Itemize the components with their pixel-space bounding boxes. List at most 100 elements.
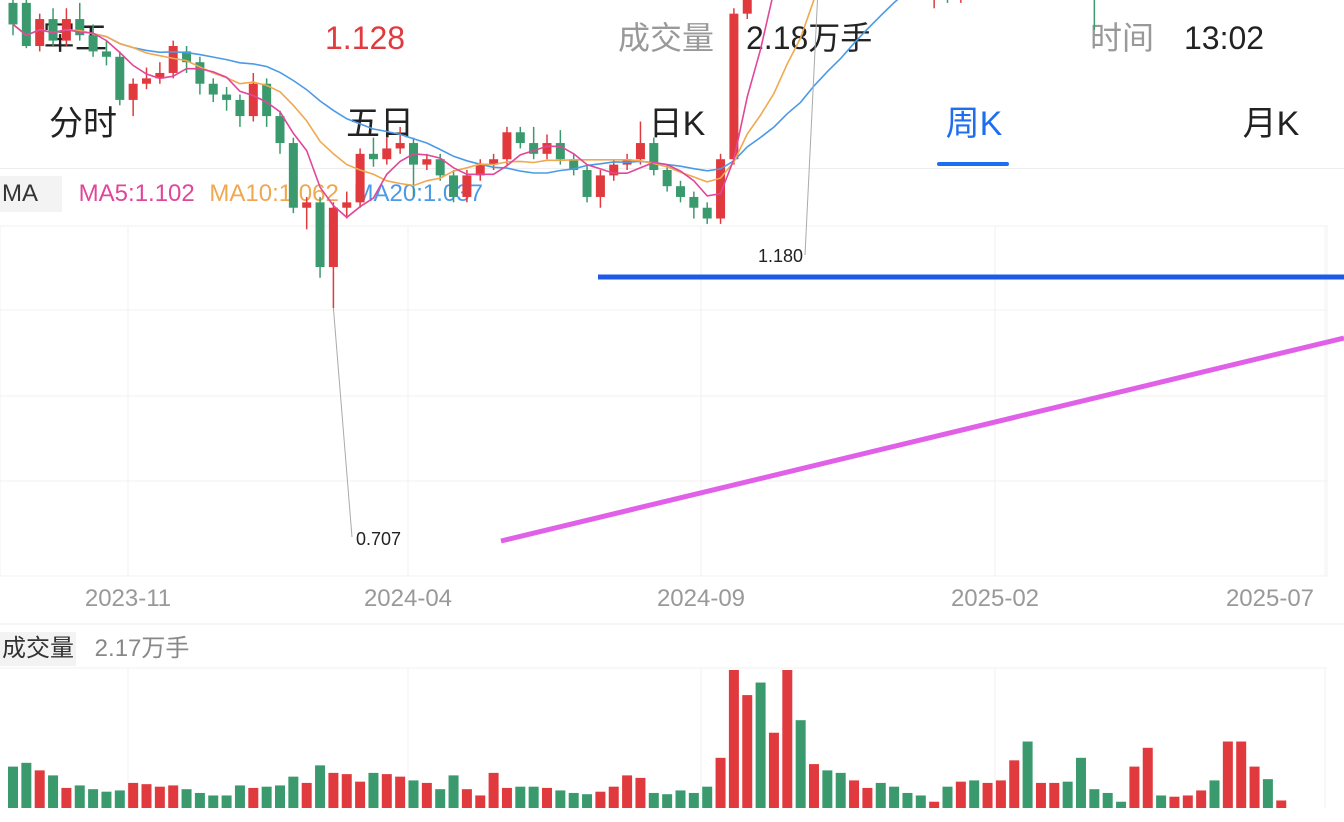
- candle-body: [676, 186, 685, 197]
- tab-intraday[interactable]: 分时: [49, 105, 117, 143]
- volume-bar: [8, 766, 18, 808]
- volume-bar: [1062, 781, 1073, 808]
- volume-bar: [929, 801, 940, 808]
- volume-bar: [809, 764, 819, 808]
- candle-body: [489, 159, 499, 165]
- volume-value: 2.18万手: [746, 20, 873, 56]
- candle-body: [716, 159, 726, 219]
- candle-body: [422, 159, 432, 165]
- volume-bar: [408, 780, 419, 808]
- volume-bar: [181, 789, 192, 808]
- candle-body: [75, 19, 85, 36]
- volume-bar: [942, 786, 953, 808]
- volume-bar: [501, 787, 512, 808]
- price-panel-frame: [0, 225, 1328, 577]
- volume-bar: [902, 792, 913, 808]
- volume-bar: [21, 762, 32, 808]
- volume-bar: [1116, 801, 1127, 808]
- candle-body: [555, 143, 565, 160]
- candle-body: [395, 143, 405, 149]
- chart-labels: 2023-11 2024-04 2024-09 2025-02 2025-07 1.180…: [85, 0, 1314, 612]
- candle-body: [315, 202, 325, 268]
- volume-bar: [368, 772, 379, 808]
- volume-bar: [595, 791, 606, 808]
- volume-bar: [114, 790, 125, 808]
- candle-body: [649, 143, 659, 171]
- volume-bar: [1022, 741, 1033, 808]
- volume-bar: [208, 795, 219, 808]
- candle-body: [742, 0, 752, 14]
- candle-body: [689, 196, 699, 208]
- candle-body: [475, 164, 485, 176]
- candle-body: [462, 175, 472, 197]
- volume-bar: [702, 786, 713, 808]
- volume-bar: [221, 795, 232, 808]
- volume-bar: [648, 792, 659, 808]
- x-tick-label: 2024-04: [364, 585, 452, 612]
- volume-bar: [889, 786, 900, 808]
- volume-bar: [915, 795, 926, 808]
- volume-bar: [1009, 760, 1020, 808]
- candle-body: [21, 2, 31, 47]
- candle-body: [502, 132, 512, 160]
- volume-bar: [1076, 757, 1086, 808]
- tab-five-day[interactable]: 五日: [346, 105, 414, 143]
- volume-bar: [728, 670, 739, 808]
- volume-bar: [435, 789, 446, 808]
- candle-body: [101, 51, 111, 57]
- candle-body: [435, 159, 445, 176]
- volume-bar: [1222, 741, 1233, 808]
- ma5-value: MA5:1.102: [78, 180, 195, 207]
- candle-body: [115, 56, 125, 100]
- volume-bar: [675, 790, 686, 808]
- volume-bar: [969, 780, 980, 808]
- volume-bar: [341, 774, 352, 808]
- volume-bar: [1049, 782, 1060, 808]
- candle-body: [182, 51, 192, 63]
- volume-bar: [635, 777, 646, 808]
- chart-grid: [0, 225, 1344, 808]
- low-leader-line: [332, 307, 353, 538]
- volume-bar: [1035, 782, 1046, 808]
- volume-bar: [515, 786, 526, 808]
- volume-bar: [34, 770, 45, 808]
- candle-body: [609, 164, 619, 176]
- high-leader-line: [804, 0, 818, 256]
- volume-bar: [1276, 800, 1287, 808]
- tab-weekly-k[interactable]: 周K: [945, 105, 1003, 143]
- volume-bars: [8, 670, 1287, 808]
- tab-monthly-k[interactable]: 月K: [1242, 105, 1300, 143]
- quote-header: 军工 1.128 成交量 2.18万手 时间 13:02: [0, 0, 1344, 78]
- volume-bar: [168, 785, 179, 808]
- candle-body: [529, 143, 539, 154]
- ma5-line: [12, 0, 773, 219]
- volume-bar: [1236, 741, 1247, 808]
- volume-bar: [461, 789, 472, 808]
- volume-bar: [1169, 796, 1180, 808]
- candle-body: [542, 143, 552, 154]
- volume-bar: [154, 786, 165, 808]
- volume-bar: [795, 720, 806, 808]
- volume-bar: [1249, 766, 1260, 808]
- volume-bar: [1196, 790, 1207, 808]
- trend-lines: [500, 274, 1344, 544]
- active-tab-indicator: [937, 162, 1009, 166]
- candle-body: [702, 207, 712, 219]
- volume-bar: [622, 775, 633, 808]
- candle-body: [342, 202, 352, 208]
- tab-daily-k[interactable]: 日K: [648, 105, 706, 143]
- volume-legend-title[interactable]: 成交量: [0, 632, 76, 666]
- ma-legend-title[interactable]: MA: [0, 176, 62, 212]
- volume-bar: [301, 782, 312, 808]
- candle-body: [368, 153, 378, 160]
- volume-bar: [875, 782, 886, 808]
- candle-body: [235, 99, 245, 117]
- candle-body: [88, 35, 98, 52]
- volume-bar: [88, 789, 99, 808]
- volume-bar: [555, 790, 566, 808]
- candle-body: [355, 153, 365, 203]
- candle-body: [142, 78, 151, 84]
- volume-bar: [128, 782, 139, 808]
- candle-body: [8, 2, 18, 25]
